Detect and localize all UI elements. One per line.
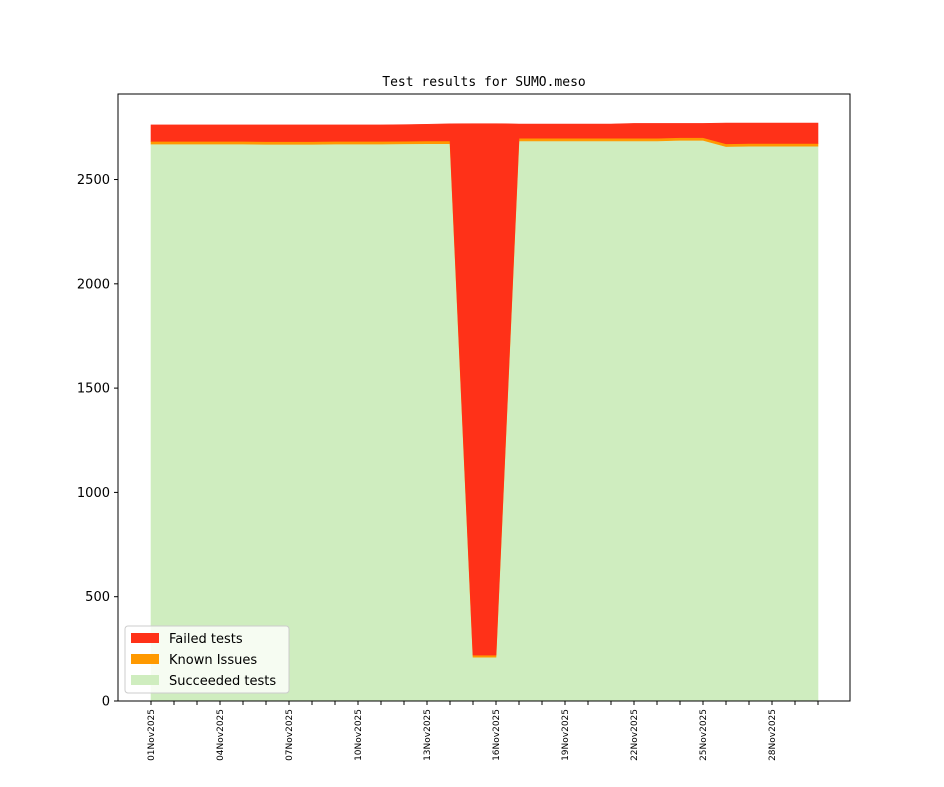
chart-title: Test results for SUMO.meso xyxy=(382,75,586,90)
x-tick-label: 07Nov2025 xyxy=(285,709,295,761)
legend-swatch xyxy=(131,675,159,685)
y-axis: 0 500 1000 1500 2000 2500 xyxy=(77,173,118,710)
area-series-group xyxy=(150,122,819,702)
x-tick-label: 13Nov2025 xyxy=(423,709,433,761)
x-tick-label: 01Nov2025 xyxy=(147,709,157,761)
y-tick-label: 0 xyxy=(102,695,110,710)
x-tick-label: 19Nov2025 xyxy=(561,709,571,761)
legend-label: Succeeded tests xyxy=(169,674,276,689)
legend-swatch xyxy=(131,633,159,643)
x-axis: 01Nov2025 04Nov2025 07Nov2025 10Nov2025 13No… xyxy=(147,701,819,761)
y-tick-label: 2000 xyxy=(77,277,110,292)
legend-box xyxy=(124,625,290,694)
x-tick-label: 28Nov2025 xyxy=(768,709,778,761)
legend-swatch xyxy=(131,654,159,664)
x-tick-label: 25Nov2025 xyxy=(699,709,709,761)
area-failed-tests xyxy=(150,122,819,656)
x-tick-label: 22Nov2025 xyxy=(630,709,640,761)
legend: Failed tests Known Issues Succeeded tests xyxy=(124,625,290,694)
legend-label: Known Issues xyxy=(169,653,257,668)
y-tick-label: 2500 xyxy=(77,173,110,188)
x-tick-label: 04Nov2025 xyxy=(216,709,226,761)
y-tick-label: 500 xyxy=(85,590,110,605)
legend-label: Failed tests xyxy=(169,632,243,647)
y-tick-label: 1500 xyxy=(77,382,110,397)
x-tick-label: 16Nov2025 xyxy=(492,709,502,761)
plot-frame xyxy=(117,93,851,702)
y-tick-label: 1000 xyxy=(77,486,110,501)
x-tick-label: 10Nov2025 xyxy=(354,709,364,761)
